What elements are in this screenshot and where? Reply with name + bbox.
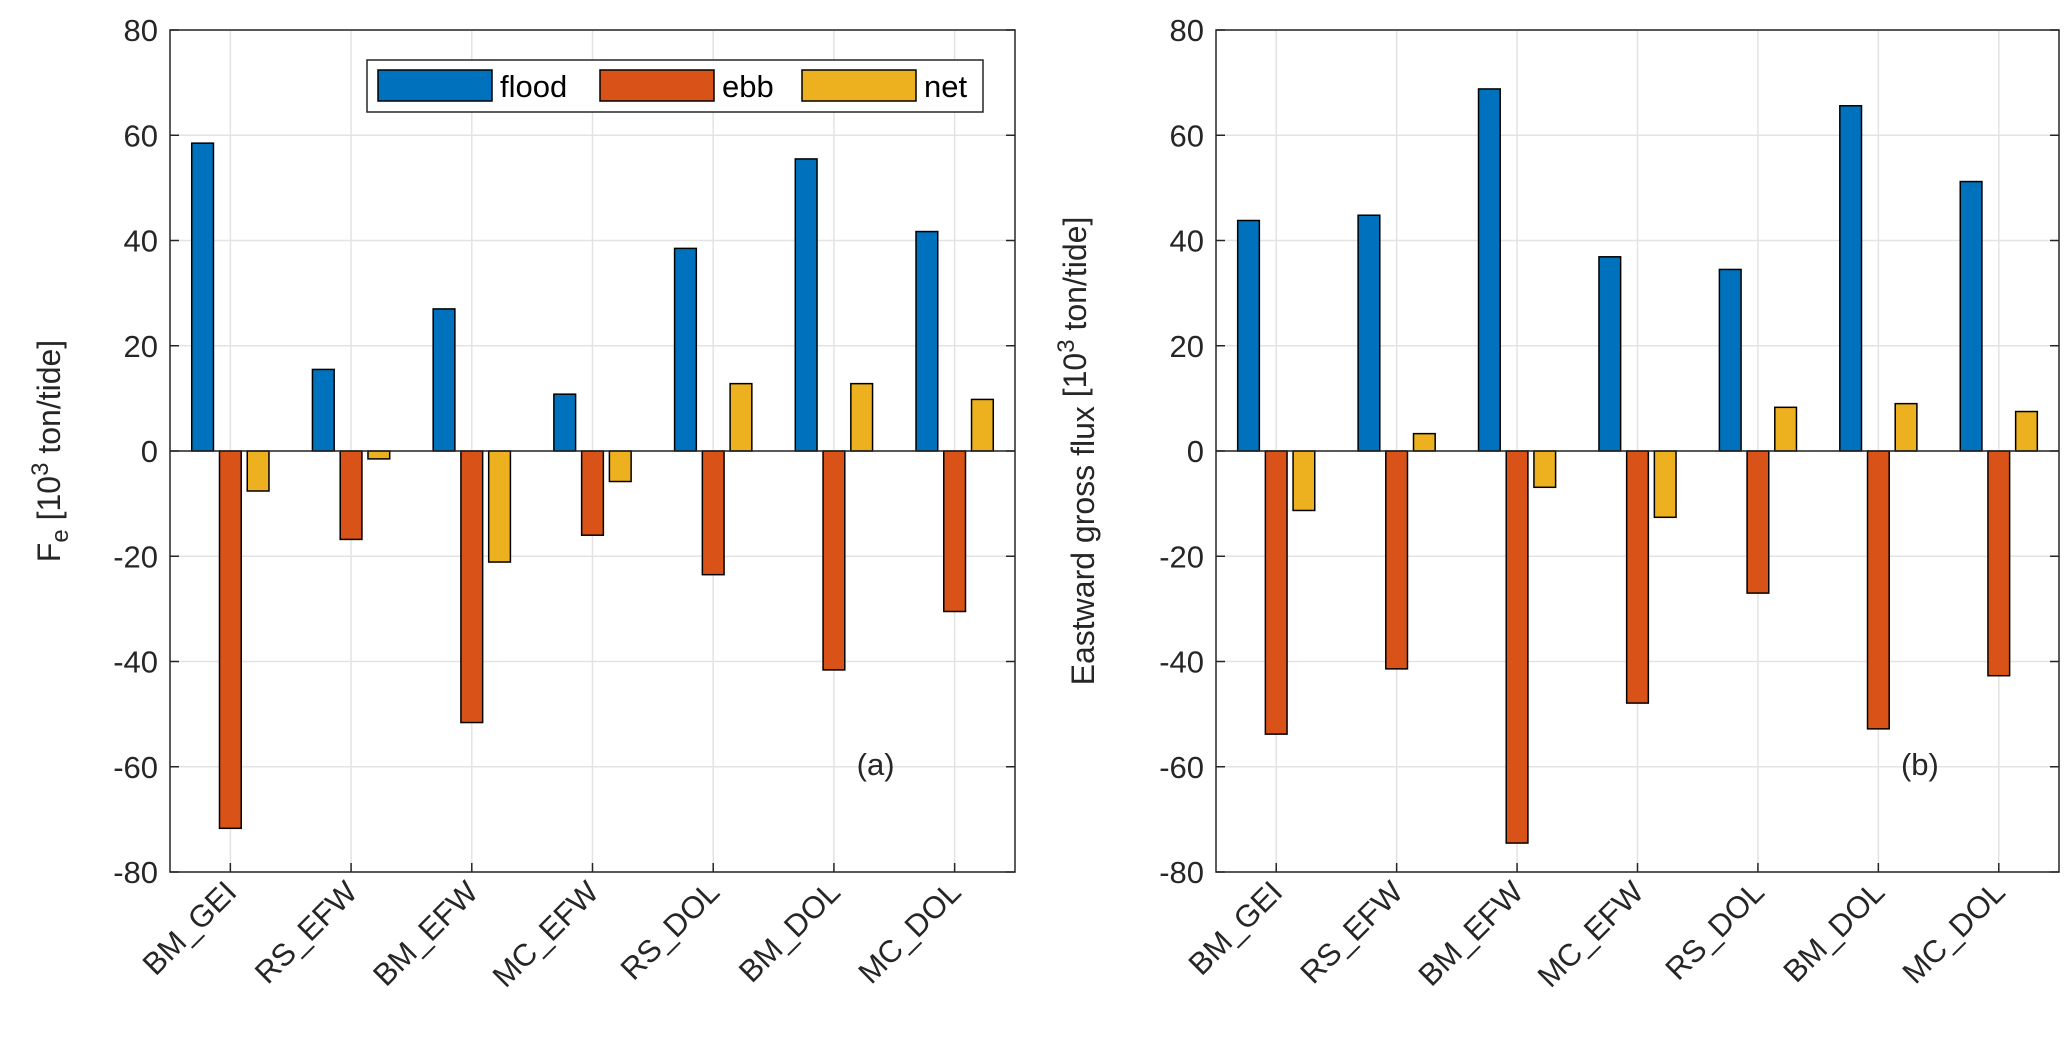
bar-net <box>367 450 391 460</box>
y-axis-label-part: F <box>31 543 67 563</box>
bar-net <box>246 450 270 492</box>
x-tick-label: BM_GEI <box>136 874 244 982</box>
x-tick-label: MC_DOL <box>1896 874 2012 990</box>
bar-flood <box>1959 180 1983 452</box>
legend-label-ebb: ebb <box>722 69 774 104</box>
y-tick-label: 20 <box>1170 329 1204 364</box>
bar-net <box>1653 450 1677 519</box>
y-tick-label: 40 <box>1170 224 1204 259</box>
bar-ebb <box>1505 450 1529 844</box>
legend-label-flood: flood <box>500 69 567 104</box>
bar-ebb <box>580 450 605 536</box>
bar-flood <box>311 368 335 452</box>
y-tick-label: 40 <box>124 224 158 259</box>
bar-flood <box>794 158 818 452</box>
x-tick-label: MC_EFW <box>1531 874 1651 994</box>
bar-flood <box>1477 88 1501 452</box>
bar-ebb <box>339 450 363 541</box>
y-tick-label: -80 <box>113 855 158 890</box>
y-tick-label: -40 <box>113 645 158 680</box>
x-tick-label: RS_EFW <box>1293 874 1410 991</box>
bar-flood <box>1718 268 1742 452</box>
x-tick-label: BM_DOL <box>732 874 847 989</box>
y-tick-label: 0 <box>141 434 158 469</box>
y-tick-label: 60 <box>1170 118 1204 153</box>
panel-label: (b) <box>1901 747 1939 782</box>
y-axis-label-part: [10 <box>31 476 67 529</box>
y-tick-label: 0 <box>1187 434 1204 469</box>
x-tick-label: BM_DOL <box>1776 874 1891 989</box>
bar-net <box>729 382 753 452</box>
bar-ebb <box>822 450 846 671</box>
y-tick-label: 80 <box>124 13 158 48</box>
bar-net <box>1774 406 1798 452</box>
x-tick-label: MC_EFW <box>486 874 606 994</box>
bar-ebb <box>1385 450 1409 670</box>
bar-net <box>1894 402 1918 452</box>
bar-ebb <box>460 450 484 724</box>
y-axis-label-part: ton/tide] <box>1057 217 1093 340</box>
bar-flood <box>1236 219 1261 452</box>
bar-ebb <box>218 450 242 830</box>
legend-swatch-flood <box>377 69 493 102</box>
y-tick-label: -40 <box>1159 645 1204 680</box>
bar-flood <box>1598 256 1622 452</box>
y-tick-label: -60 <box>1159 750 1204 785</box>
bar-net <box>1292 450 1316 512</box>
bar-net <box>1533 450 1557 489</box>
bar-flood <box>1357 214 1381 452</box>
legend-swatch-net <box>801 69 917 102</box>
bar-ebb <box>1625 450 1650 704</box>
y-tick-label: -20 <box>1159 539 1204 574</box>
axes-box <box>1215 29 2060 873</box>
bar-flood <box>432 308 456 452</box>
x-tick-label: BM_GEI <box>1182 874 1290 982</box>
x-tick-label: BM_EFW <box>1411 874 1530 993</box>
bar-ebb <box>1746 450 1770 594</box>
bar-flood <box>553 393 577 452</box>
y-axis-label-part: [10 <box>1057 353 1093 406</box>
bar-ebb <box>1866 450 1890 730</box>
y-axis-label-part: Eastward gross flux <box>1065 406 1101 685</box>
bar-flood <box>1839 105 1863 452</box>
bar-net <box>970 398 995 452</box>
x-tick-label: RS_DOL <box>614 874 726 986</box>
y-tick-label: -80 <box>1159 855 1204 890</box>
x-tick-label: RS_EFW <box>248 874 365 991</box>
legend-label-net: net <box>924 69 967 104</box>
x-tick-label: RS_DOL <box>1658 874 1770 986</box>
y-axis-label-part: ton/tide] <box>31 340 67 463</box>
bar-ebb <box>701 450 725 576</box>
y-tick-label: 80 <box>1170 13 1204 48</box>
bar-flood <box>190 142 215 452</box>
y-axis-label-part: 3 <box>27 463 54 476</box>
bar-net <box>487 450 512 563</box>
bar-net <box>850 382 874 452</box>
y-axis-label: Eastward gross flux [103 ton/tide] <box>1053 217 1101 686</box>
x-tick-label: MC_DOL <box>851 874 967 990</box>
bar-net <box>2014 410 2039 452</box>
y-axis-label-part: 3 <box>1053 339 1080 352</box>
y-tick-label: 20 <box>124 329 158 364</box>
y-tick-label: -20 <box>113 539 158 574</box>
bar-ebb <box>943 450 967 613</box>
y-tick-label: 60 <box>124 118 158 153</box>
bar-flood <box>915 230 939 452</box>
x-tick-label: BM_EFW <box>366 874 485 993</box>
panel-label: (a) <box>857 747 895 782</box>
bar-ebb <box>1987 450 2011 677</box>
y-axis-label: Fe [103 ton/tide] <box>27 340 74 562</box>
bar-flood <box>673 247 698 452</box>
y-tick-label: -60 <box>113 750 158 785</box>
bar-net <box>1412 432 1436 452</box>
legend-swatch-ebb <box>599 69 715 102</box>
bar-net <box>608 450 632 483</box>
legend: flood ebb net <box>366 59 984 113</box>
axes-box <box>169 29 1016 873</box>
y-axis-label-part: e <box>47 529 74 542</box>
bar-ebb <box>1264 450 1288 735</box>
